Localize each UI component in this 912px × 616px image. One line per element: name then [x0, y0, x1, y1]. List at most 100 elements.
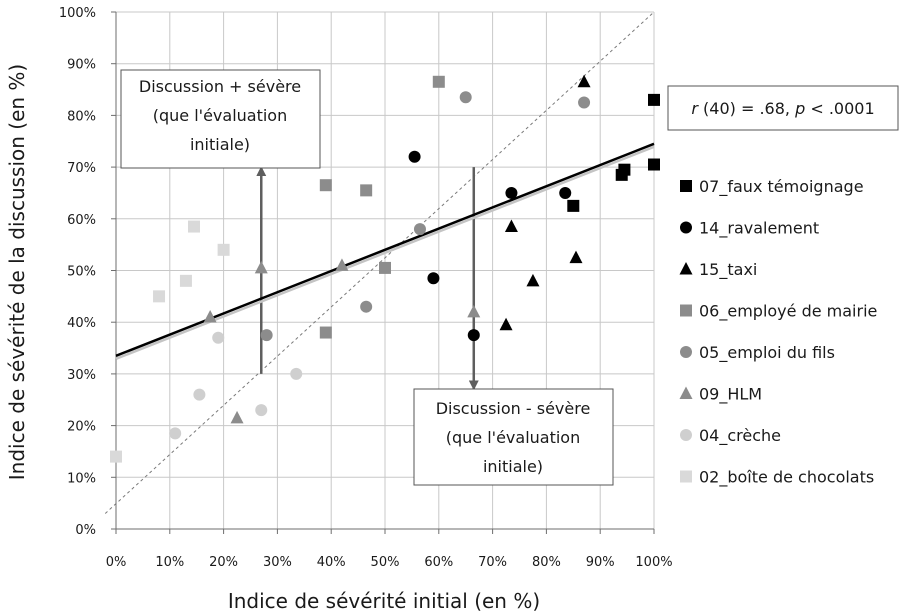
legend-label: 06_employé de mairie	[699, 302, 877, 322]
legend-marker	[680, 346, 692, 358]
upper-box-line-2: (que l'évaluation	[153, 106, 287, 125]
data-point	[110, 450, 122, 463]
x-tick-label: 50%	[371, 555, 400, 570]
data-point	[203, 310, 217, 323]
data-point	[319, 326, 332, 339]
data-point	[360, 184, 373, 197]
data-point	[188, 220, 201, 233]
data-point	[217, 243, 230, 256]
data-point	[578, 96, 591, 109]
legend-label: 07_faux témoignage	[699, 177, 864, 197]
data-point	[408, 150, 421, 163]
data-point	[379, 261, 391, 274]
legend: 07_faux témoignage 14_ravalement 15_taxi 06…	[679, 177, 877, 488]
lower-annotation-box: Discussion - sévère (que l'évaluation in…	[413, 388, 614, 486]
data-point	[179, 274, 192, 287]
legend-label: 09_HLM	[699, 385, 762, 405]
plot-frame	[115, 12, 654, 530]
lower-box-line-3: initiale)	[483, 457, 543, 476]
legend-label: 02_boîte de chocolats	[699, 468, 874, 488]
x-tick-label: 80%	[532, 555, 561, 570]
data-point	[360, 300, 373, 313]
data-point	[648, 158, 660, 171]
correlation-stat: r (40) = .68, p < .0001	[691, 99, 874, 118]
data-point	[504, 219, 518, 233]
y-tick-label: 10%	[67, 471, 96, 486]
data-point	[648, 93, 660, 106]
stat-r-symbol: r	[691, 99, 699, 118]
correlation-stat-box: r (40) = .68, p < .0001	[667, 85, 899, 131]
y-axis-title: Indice de sévérité de la discussion (en …	[5, 64, 29, 480]
legend-label: 04_crèche	[699, 426, 781, 446]
legend-marker	[680, 429, 692, 441]
y-tick-label: 0%	[75, 523, 96, 538]
y-tick-label: 80%	[67, 109, 96, 124]
data-points	[110, 74, 660, 463]
x-tick-label: 100%	[635, 555, 672, 570]
x-tick-label: 60%	[424, 555, 453, 570]
reference-diagonal	[104, 11, 655, 514]
upper-annotation-box: Discussion + sévère (que l'évaluation in…	[120, 69, 321, 169]
legend-marker	[680, 304, 692, 317]
data-point	[499, 317, 513, 331]
y-tick-label: 100%	[59, 6, 96, 21]
data-point	[230, 410, 244, 424]
data-point	[319, 179, 332, 192]
diagonal-line	[104, 11, 655, 514]
data-point	[254, 260, 268, 274]
lower-box-line-1: Discussion - sévère	[436, 399, 591, 418]
data-point	[577, 74, 591, 88]
y-tick-label: 40%	[67, 316, 96, 331]
legend-marker	[680, 180, 692, 192]
y-tick-label: 60%	[67, 213, 96, 228]
y-tick-label: 30%	[67, 368, 96, 383]
x-tick-label: 30%	[263, 555, 292, 570]
legend-marker	[680, 221, 692, 234]
data-point	[467, 329, 480, 342]
x-tick-label: 70%	[478, 555, 507, 570]
legend-marker	[679, 386, 693, 399]
y-tick-label: 90%	[67, 58, 96, 73]
y-tick-label: 70%	[67, 161, 96, 176]
x-axis-title: Indice de sévérité initial (en %)	[228, 589, 540, 613]
data-point	[260, 329, 273, 342]
data-point	[335, 258, 349, 271]
upper-box-line-3: initiale)	[190, 135, 250, 154]
upper-box-line-1: Discussion + sévère	[139, 77, 301, 96]
annotation-arrows	[256, 166, 479, 391]
lower-box-line-2: (que l'évaluation	[446, 428, 580, 447]
x-tick-label: 0%	[106, 555, 127, 570]
legend-label: 15_taxi	[699, 260, 757, 280]
legend-label: 05_emploi du fils	[699, 343, 835, 363]
x-axis-ticks: 0% 10% 20% 30% 40% 50% 60% 70% 80% 90% 100%	[106, 555, 673, 570]
data-point	[193, 388, 206, 401]
data-point	[169, 427, 182, 440]
data-point	[255, 404, 268, 417]
data-point	[615, 168, 628, 181]
regression-shadow	[115, 145, 655, 360]
x-tick-label: 10%	[155, 555, 184, 570]
data-point	[290, 367, 303, 380]
stat-p-symbol: p	[794, 99, 805, 118]
y-axis-ticks: 0% 10% 20% 30% 40% 50% 60% 70% 80% 90% 100%	[59, 6, 96, 538]
x-tick-label: 20%	[209, 555, 238, 570]
data-point	[559, 186, 572, 199]
data-point	[459, 91, 472, 104]
data-point	[427, 272, 440, 285]
legend-label: 14_ravalement	[699, 219, 819, 239]
data-point	[526, 273, 540, 287]
y-tick-label: 50%	[67, 265, 96, 280]
data-point	[569, 250, 583, 264]
x-tick-label: 40%	[317, 555, 346, 570]
data-point	[567, 199, 580, 212]
data-point	[413, 223, 426, 236]
y-tick-label: 20%	[67, 420, 96, 435]
legend-marker	[679, 262, 693, 275]
data-point	[432, 75, 445, 88]
stat-r-value: (40) = .68,	[698, 99, 795, 118]
x-tick-label: 90%	[586, 555, 615, 570]
legend-marker	[680, 470, 692, 483]
data-point	[467, 304, 481, 318]
stat-p-value: < .0001	[805, 99, 874, 118]
